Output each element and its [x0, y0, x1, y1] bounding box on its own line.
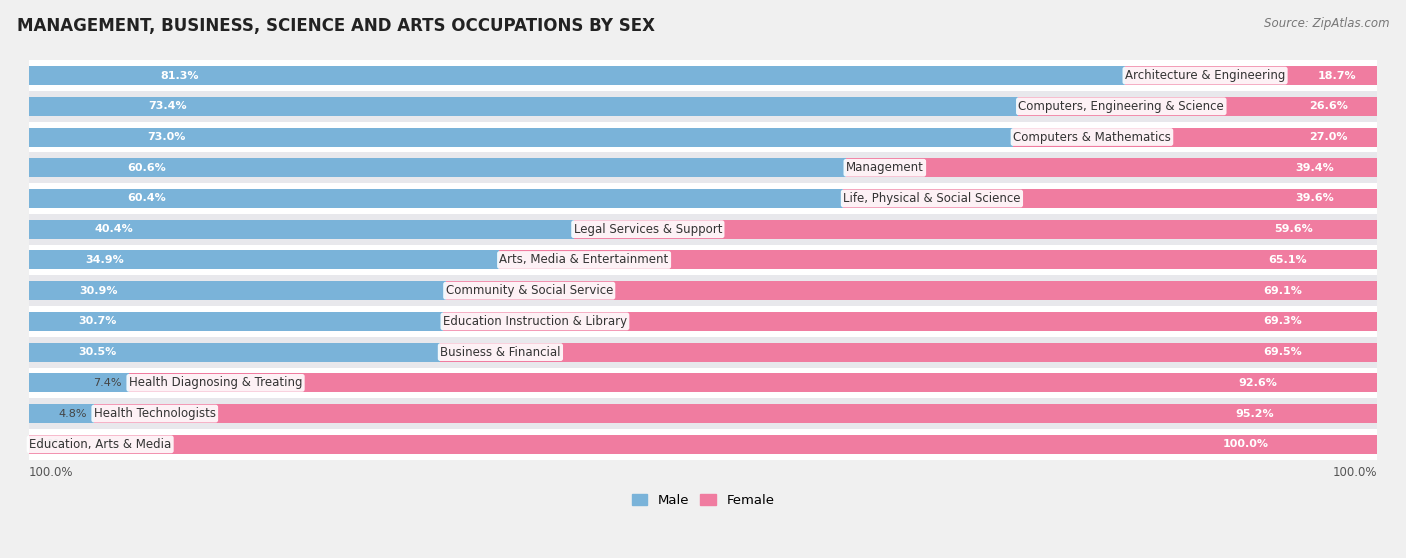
Text: 73.4%: 73.4%: [148, 102, 187, 111]
Bar: [1012, 128, 1376, 147]
Text: 100.0%: 100.0%: [1223, 439, 1270, 449]
Text: 30.5%: 30.5%: [79, 347, 117, 357]
Bar: [129, 373, 1376, 392]
Bar: [30, 244, 1376, 275]
Bar: [30, 214, 1376, 244]
Text: 27.0%: 27.0%: [1309, 132, 1348, 142]
Text: 69.3%: 69.3%: [1264, 316, 1302, 326]
Text: 40.4%: 40.4%: [94, 224, 134, 234]
Text: Community & Social Service: Community & Social Service: [446, 284, 613, 297]
Bar: [440, 343, 1376, 362]
Text: 60.6%: 60.6%: [127, 163, 166, 173]
Bar: [30, 183, 1376, 214]
Text: 59.6%: 59.6%: [1274, 224, 1313, 234]
Bar: [846, 158, 1376, 177]
Bar: [30, 97, 1018, 116]
Text: 39.6%: 39.6%: [1295, 194, 1334, 204]
Bar: [30, 152, 1376, 183]
Text: 30.9%: 30.9%: [79, 286, 118, 296]
Text: 69.5%: 69.5%: [1263, 347, 1302, 357]
Text: 30.7%: 30.7%: [79, 316, 117, 326]
Text: Arts, Media & Entertainment: Arts, Media & Entertainment: [499, 253, 669, 267]
Bar: [443, 312, 1376, 331]
Bar: [30, 373, 129, 392]
Text: Source: ZipAtlas.com: Source: ZipAtlas.com: [1264, 17, 1389, 30]
Bar: [30, 220, 574, 239]
Bar: [499, 251, 1376, 270]
Text: Business & Financial: Business & Financial: [440, 345, 561, 359]
Text: 39.4%: 39.4%: [1296, 163, 1334, 173]
Legend: Male, Female: Male, Female: [626, 489, 780, 513]
Bar: [30, 306, 1376, 337]
Bar: [30, 60, 1376, 91]
Bar: [30, 128, 1012, 147]
Bar: [30, 251, 499, 270]
Bar: [574, 220, 1376, 239]
Text: Management: Management: [846, 161, 924, 174]
Bar: [30, 281, 446, 300]
Text: Education Instruction & Library: Education Instruction & Library: [443, 315, 627, 328]
Text: Health Diagnosing & Treating: Health Diagnosing & Treating: [129, 376, 302, 389]
Bar: [30, 343, 440, 362]
Bar: [30, 66, 1125, 85]
Text: Computers, Engineering & Science: Computers, Engineering & Science: [1018, 100, 1225, 113]
Bar: [30, 429, 1376, 460]
Bar: [30, 158, 846, 177]
Bar: [30, 337, 1376, 368]
Text: 100.0%: 100.0%: [1333, 466, 1376, 479]
Bar: [30, 398, 1376, 429]
Text: 0.0%: 0.0%: [35, 439, 65, 449]
Bar: [30, 122, 1376, 152]
Text: 92.6%: 92.6%: [1239, 378, 1277, 388]
Bar: [446, 281, 1376, 300]
Text: 4.8%: 4.8%: [59, 408, 87, 418]
Text: 7.4%: 7.4%: [94, 378, 122, 388]
Text: Legal Services & Support: Legal Services & Support: [574, 223, 723, 235]
Bar: [94, 404, 1376, 423]
Text: 69.1%: 69.1%: [1264, 286, 1302, 296]
Text: 34.9%: 34.9%: [86, 255, 124, 265]
Text: Computers & Mathematics: Computers & Mathematics: [1012, 131, 1171, 143]
Text: 18.7%: 18.7%: [1319, 70, 1357, 80]
Bar: [30, 368, 1376, 398]
Bar: [30, 404, 94, 423]
Bar: [30, 435, 1376, 454]
Text: Health Technologists: Health Technologists: [94, 407, 215, 420]
Bar: [30, 275, 1376, 306]
Text: 26.6%: 26.6%: [1309, 102, 1348, 111]
Text: Architecture & Engineering: Architecture & Engineering: [1125, 69, 1285, 82]
Bar: [30, 189, 844, 208]
Text: 95.2%: 95.2%: [1236, 408, 1274, 418]
Text: 60.4%: 60.4%: [127, 194, 166, 204]
Text: Life, Physical & Social Science: Life, Physical & Social Science: [844, 192, 1021, 205]
Text: 73.0%: 73.0%: [148, 132, 186, 142]
Bar: [30, 91, 1376, 122]
Bar: [844, 189, 1376, 208]
Bar: [1125, 66, 1376, 85]
Bar: [30, 312, 443, 331]
Text: MANAGEMENT, BUSINESS, SCIENCE AND ARTS OCCUPATIONS BY SEX: MANAGEMENT, BUSINESS, SCIENCE AND ARTS O…: [17, 17, 655, 35]
Text: Education, Arts & Media: Education, Arts & Media: [30, 438, 172, 451]
Text: 65.1%: 65.1%: [1268, 255, 1306, 265]
Text: 100.0%: 100.0%: [30, 466, 73, 479]
Text: 81.3%: 81.3%: [160, 70, 200, 80]
Bar: [1018, 97, 1376, 116]
